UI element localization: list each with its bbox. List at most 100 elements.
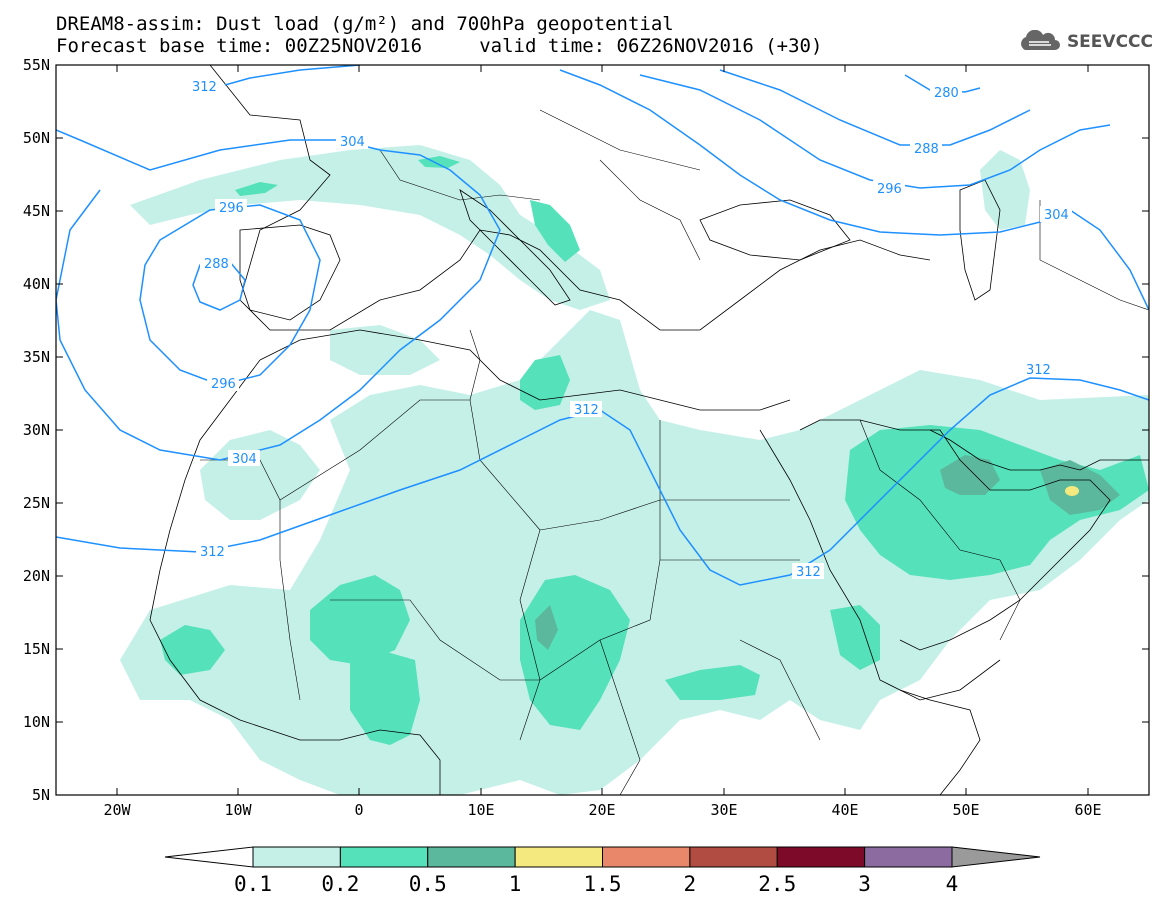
border-segment [599, 159, 701, 261]
lon-label: 40E [831, 801, 858, 819]
contour-label: 312 [574, 403, 599, 418]
dust-area-light-caspian [980, 150, 1030, 230]
dust-area-dark-chad [535, 605, 558, 650]
coastlines [149, 65, 1149, 795]
contour-label: 296 [211, 377, 236, 392]
lat-label: 25N [23, 494, 50, 512]
country-borders [200, 109, 1149, 795]
contour-296-west [139, 204, 321, 386]
colorbar-high-arrow [951, 846, 1041, 868]
contour-296-east [639, 74, 1111, 189]
contour-label: 296 [219, 201, 244, 216]
coastline-europe [209, 65, 931, 331]
contour-label: 312 [192, 80, 217, 95]
contour-label: 280 [934, 86, 959, 101]
lat-label: 20N [23, 567, 50, 585]
colorbar: 0.1 0.2 0.5 1 1.5 2 2.5 3 4 [164, 846, 1041, 896]
contour-label: 304 [232, 452, 257, 467]
dust-area-dark-oman [1040, 460, 1120, 515]
colorbar-swatch [602, 846, 691, 868]
coastline-north-africa [259, 329, 791, 411]
contour-label: 304 [340, 135, 365, 150]
coastline-caspian [959, 179, 1001, 301]
border-segment [659, 420, 790, 501]
dust-area-mid-nigeria [350, 650, 420, 745]
contour-304-east [559, 69, 1149, 311]
colorbar-low-arrow [164, 846, 254, 868]
contour-label: 288 [914, 142, 939, 157]
colorbar-tick-label: 2.5 [758, 872, 796, 896]
contour-312-west [56, 377, 1149, 586]
coastline-persian-gulf [929, 429, 1149, 471]
colorbar-tick-label: 4 [946, 872, 959, 896]
colorbar-swatch [864, 846, 953, 868]
lat-label: 10N [23, 713, 50, 731]
border-segment [379, 149, 541, 201]
dust-area-mid-sahel-west [310, 575, 410, 665]
dust-area-mid-atlantic [235, 182, 278, 196]
cloud-logo-icon [1021, 30, 1060, 50]
lon-label: 30E [710, 801, 737, 819]
contour-label: 304 [1044, 208, 1069, 223]
colorbar-swatch [514, 846, 603, 868]
dust-area-mid-ethiopia [830, 605, 880, 670]
colorbar-swatch [427, 846, 516, 868]
lat-label: 50N [23, 129, 50, 147]
latitude-axis: 55N 50N 45N 40N 35N 30N 25N 20N 15N 10N … [23, 56, 1149, 804]
dust-area-mid-balkans [530, 200, 580, 262]
colorbar-swatch [689, 846, 778, 868]
map-title-line-2: Forecast base time: 00Z25NOV2016 valid t… [56, 35, 823, 57]
border-segment [539, 109, 701, 171]
colorbar-tick-label: 2 [684, 872, 697, 896]
lat-label: 5N [32, 786, 50, 804]
border-segment [739, 639, 821, 741]
lon-label: 20W [103, 801, 131, 819]
dust-area-peak [1065, 486, 1079, 496]
lat-label: 45N [23, 202, 50, 220]
geopotential-contours [56, 65, 1149, 586]
contour-312-north [224, 65, 361, 86]
dust-area-light-northafrica [200, 430, 320, 520]
lon-label: 10E [467, 801, 494, 819]
coastline-iberia [239, 224, 341, 321]
dust-area-mid-senegal [160, 625, 225, 675]
colorbar-tick-label: 1 [509, 872, 522, 896]
colorbar-swatch [252, 846, 341, 868]
coastline-italy [459, 189, 571, 306]
map-title-line-1: DREAM8-assim: Dust load (g/m²) and 700hP… [56, 13, 674, 35]
colorbar-tick-label: 0.2 [321, 872, 359, 896]
lat-label: 15N [23, 640, 50, 658]
contour-label: 312 [1026, 363, 1051, 378]
coastline-arabia [799, 419, 1111, 651]
lat-label: 30N [23, 421, 50, 439]
contour-label: 312 [796, 565, 821, 580]
logo-text: SEEVCCC [1066, 32, 1153, 52]
lat-label: 55N [23, 56, 50, 74]
contour-288-east [719, 69, 1031, 146]
border-segment [330, 599, 540, 681]
lat-label: 40N [23, 275, 50, 293]
coastline-horn [899, 689, 981, 795]
border-segment [1039, 200, 1149, 311]
border-segment [999, 559, 1021, 641]
border-segment [599, 639, 641, 795]
border-segment [469, 329, 481, 401]
coastline-west-africa [149, 359, 340, 741]
colorbar-swatch [776, 846, 866, 868]
lon-label: 10W [224, 801, 252, 819]
contour-labels: 312 304 296 288 280 288 296 304 312 312 … [188, 78, 1072, 580]
coastline-black-sea [699, 199, 851, 261]
colorbar-tick-label: 1.5 [584, 872, 622, 896]
longitude-axis: 20W 10W 0 10E 20E 30E 40E 50E 60E [103, 65, 1102, 819]
lon-label: 0 [354, 801, 363, 819]
dust-area-mid-sudan [665, 665, 760, 700]
colorbar-tick-label: 0.5 [409, 872, 447, 896]
lon-label: 50E [952, 801, 979, 819]
lon-label: 20E [588, 801, 615, 819]
dust-area-light-libya [330, 325, 440, 375]
border-segment [859, 419, 1001, 561]
contour-label: 288 [204, 257, 229, 272]
contour-288-west [192, 261, 246, 311]
contour-304-west [56, 129, 501, 461]
